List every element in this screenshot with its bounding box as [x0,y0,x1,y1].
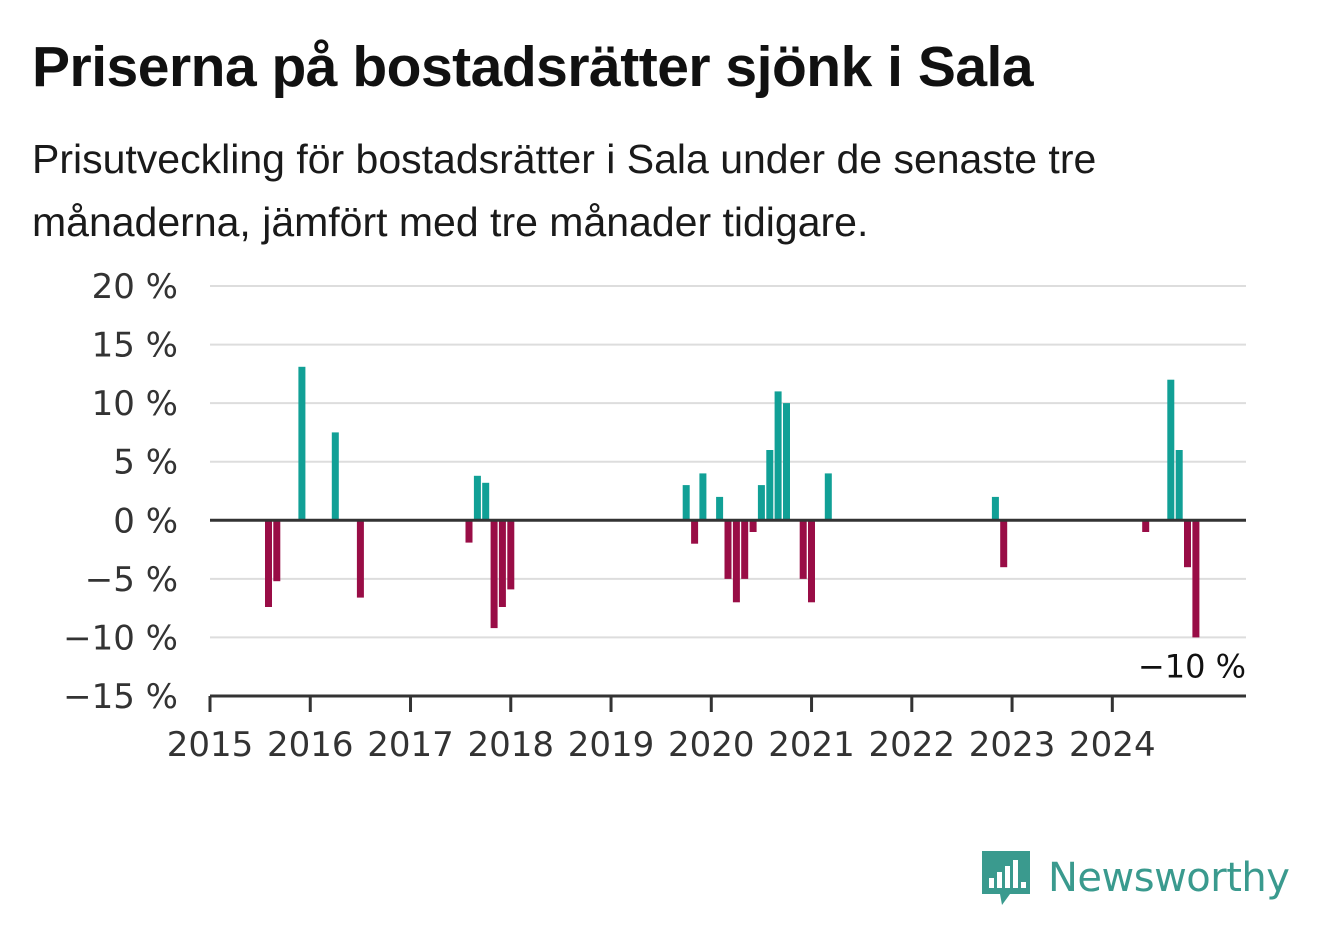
bar [775,391,782,520]
y-tick-label: 20 % [92,267,178,307]
y-tick-label: 5 % [113,443,178,483]
x-tick-label: 2016 [267,725,354,765]
bar [800,520,807,579]
newsworthy-logo: Newsworthy [980,848,1289,908]
x-tick-label: 2024 [1069,725,1156,765]
x-tick-label: 2021 [768,725,855,765]
y-tick-label: 10 % [92,384,178,424]
bar [750,520,757,532]
x-tick-label: 2019 [568,725,655,765]
bar [741,520,748,579]
bar [992,497,999,520]
bar [699,473,706,520]
bar [273,520,280,581]
y-tick-label: 15 % [92,326,178,366]
axis-labels: 20 % 15 % 10 % 5 % 0 % −5 % −10 % −15 % 2015 2016… [63,267,1246,765]
bar [691,520,698,543]
bar [716,497,723,520]
x-tick-label: 2023 [969,725,1056,765]
bar [683,485,690,520]
brand-name: Newsworthy [1048,855,1289,901]
y-tick-label: −5 % [85,560,178,600]
bar [766,450,773,520]
bar-chart-speech-bubble-icon [980,848,1032,908]
bar [357,520,364,597]
bar [499,520,506,607]
bar [733,520,740,602]
bar [507,520,514,589]
bar-chart: 20 % 15 % 10 % 5 % 0 % −5 % −10 % −15 % 2015 2016… [0,0,1322,939]
bar [1142,520,1149,532]
y-tick-label: −10 % [63,618,178,658]
bar [825,473,832,520]
x-tick-label: 2018 [468,725,555,765]
bar [808,520,815,602]
bar [491,520,498,628]
bar [332,432,339,520]
bar [482,483,489,521]
x-tick-label: 2017 [367,725,454,765]
bar [783,403,790,520]
bar [298,367,305,521]
bar [265,520,272,607]
bar [758,485,765,520]
bar [1000,520,1007,567]
latest-value-label: −10 % [1138,647,1246,685]
bar [466,520,473,542]
bars [265,367,1199,638]
bar [1184,520,1191,567]
bar [725,520,732,579]
bar [474,476,481,521]
x-tick-label: 2015 [167,725,254,765]
y-tick-label: −15 % [63,677,178,717]
bar [1192,520,1199,637]
gridlines [210,286,1246,637]
x-tick-label: 2020 [668,725,755,765]
bar [1167,380,1174,521]
y-tick-label: 0 % [113,501,178,541]
bar [1176,450,1183,520]
x-tick-label: 2022 [869,725,956,765]
